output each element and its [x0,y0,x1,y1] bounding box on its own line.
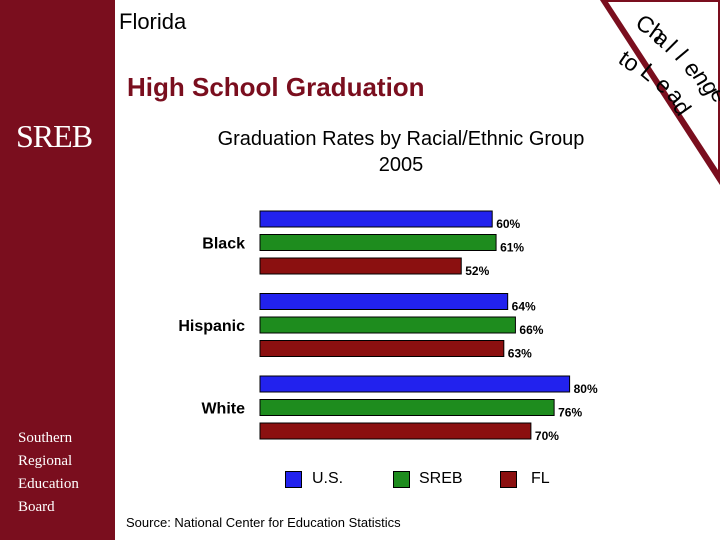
legend-label-us: U.S. [312,470,344,487]
chart-title-block: Graduation Rates by Racial/Ethnic Group … [0,126,720,178]
bar-sreb-black [259,234,497,251]
legend-swatch-sreb [393,470,410,488]
category-label-white: White [201,401,245,418]
page-title: High School Graduation [127,72,425,102]
bar-fl-hispanic [259,340,505,357]
source-note: Source: National Center for Education St… [126,515,401,530]
legend-swatch-us [285,470,302,488]
category-label-black: Black [202,236,245,253]
bar-fl-white [259,422,532,440]
bar-sreb-hispanic [259,316,516,334]
legend-label-fl: FL [531,470,550,487]
org-line: Regional [18,453,73,469]
data-label-fl-white: 70% [535,429,559,443]
bar-us-black [259,210,493,228]
bar-sreb-white [259,399,555,416]
data-label-us-white: 80% [574,382,598,396]
legend-swatch-fl [500,470,517,488]
state-name: Florida [119,9,187,34]
sreb-logo: SREB [16,118,93,154]
data-label-sreb-black: 61% [500,241,524,255]
legend-item-us: U.S. [285,470,343,488]
data-label-fl-hispanic: 63% [508,347,532,361]
legend-item-fl: FL [500,470,550,488]
data-label-us-black: 60% [496,217,520,231]
data-label-sreb-hispanic: 66% [519,323,543,337]
org-line: Southern [18,430,73,446]
org-line: Board [18,499,55,515]
bar-fl-black [259,257,462,275]
org-line: Education [18,476,79,492]
legend-item-sreb: SREB [393,470,463,488]
legend-label-sreb: SREB [419,470,463,487]
chart-title: Graduation Rates by Racial/Ethnic Group [217,128,585,150]
category-label-hispanic: Hispanic [178,318,245,335]
chart-subtitle: 2005 [378,154,424,176]
organization-name: Southern Regional Education Board [18,427,79,519]
data-label-fl-black: 52% [465,264,489,278]
data-label-sreb-white: 76% [558,406,582,420]
bar-us-white [259,375,571,393]
data-label-us-hispanic: 64% [512,300,536,314]
bar-us-hispanic [259,293,509,310]
